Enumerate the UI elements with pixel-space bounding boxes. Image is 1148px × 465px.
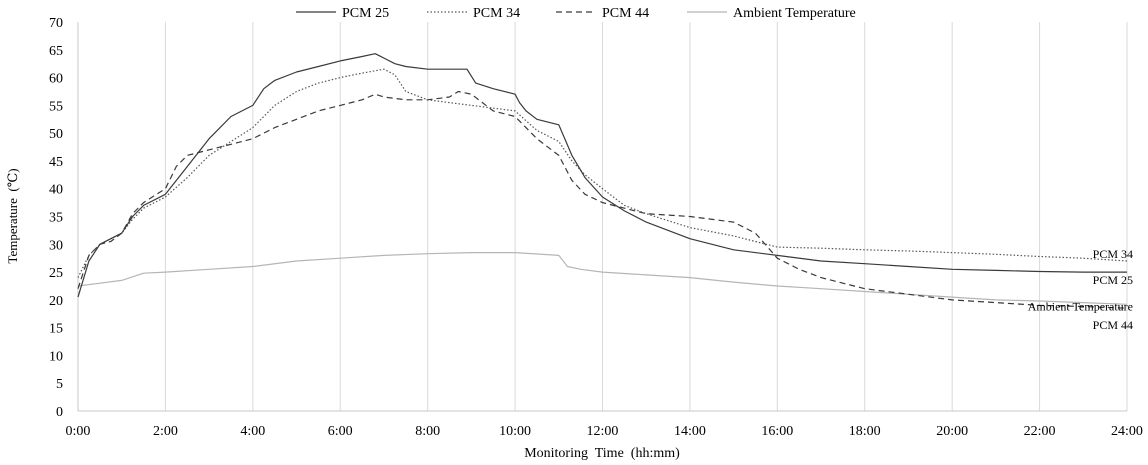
x-tick-label-20-00: 20:00 — [936, 424, 968, 439]
x-tick-labels: 0:00 2:00 4:00 6:00 8:00 10:00 12:00 14:00 16:00… — [66, 424, 1143, 439]
end-label-pcm-25: PCM 25 — [1093, 273, 1133, 287]
x-tick-label-4-00: 4:00 — [240, 424, 265, 439]
x-tick-label-10-00: 10:00 — [499, 424, 531, 439]
y-tick-label-20: 20 — [49, 294, 63, 309]
y-tick-label-10: 10 — [49, 349, 63, 364]
x-tick-label-8-00: 8:00 — [415, 424, 440, 439]
x-tick-label-12-00: 12:00 — [587, 424, 619, 439]
legend: PCM 25 PCM 34 PCM 44 Ambient Temperature — [296, 6, 856, 21]
series-line-ambient-temperature — [77, 252, 1128, 305]
y-tick-label-40: 40 — [49, 183, 63, 198]
y-tick-label-60: 60 — [49, 72, 63, 87]
x-tick-label-14-00: 14:00 — [674, 424, 706, 439]
series-lines — [77, 53, 1128, 309]
x-tick-label-24-00: 24:00 — [1111, 424, 1143, 439]
x-tick-label-18-00: 18:00 — [849, 424, 881, 439]
y-tick-label-65: 65 — [49, 44, 63, 59]
y-axis-title: Temperature (℃) — [5, 168, 20, 263]
y-tick-label-5: 5 — [56, 377, 63, 392]
series-line-pcm-44 — [77, 90, 1128, 309]
x-axis-title: Monitoring Time (hh:mm) — [524, 446, 680, 461]
x-tick-label-16-00: 16:00 — [761, 424, 793, 439]
end-label-pcm-34: PCM 34 — [1093, 247, 1133, 261]
y-tick-label-25: 25 — [49, 266, 63, 281]
end-label-pcm-44: PCM 44 — [1093, 318, 1133, 332]
legend-label-pcm-34: PCM 34 — [473, 6, 520, 21]
y-tick-label-70: 70 — [49, 16, 63, 31]
series-line-pcm-25 — [77, 53, 1127, 298]
x-tick-label-6-00: 6:00 — [328, 424, 353, 439]
y-tick-label-45: 45 — [49, 155, 63, 170]
axes — [77, 22, 1127, 412]
legend-label-ambient-temperature: Ambient Temperature — [733, 6, 856, 21]
y-tick-label-55: 55 — [49, 99, 63, 114]
y-tick-label-15: 15 — [49, 322, 63, 337]
y-tick-label-30: 30 — [49, 238, 63, 253]
vertical-gridlines — [164, 22, 1128, 411]
y-tick-label-0: 0 — [56, 405, 63, 420]
y-tick-label-50: 50 — [49, 127, 63, 142]
y-tick-label-35: 35 — [49, 211, 63, 226]
series-end-labels: PCM 25 PCM 34 PCM 44 Ambient Temperature — [1028, 247, 1133, 332]
legend-label-pcm-25: PCM 25 — [342, 6, 389, 21]
x-tick-label-22-00: 22:00 — [1024, 424, 1056, 439]
legend-label-pcm-44: PCM 44 — [602, 6, 649, 21]
end-label-ambient-temperature: Ambient Temperature — [1028, 299, 1133, 313]
y-tick-labels: 0 5 10 15 20 25 30 35 40 45 50 55 60 65 70 — [49, 16, 63, 420]
x-tick-label-0-00: 0:00 — [66, 424, 91, 439]
series-line-pcm-34 — [77, 68, 1128, 278]
x-tick-label-2-00: 2:00 — [153, 424, 178, 439]
